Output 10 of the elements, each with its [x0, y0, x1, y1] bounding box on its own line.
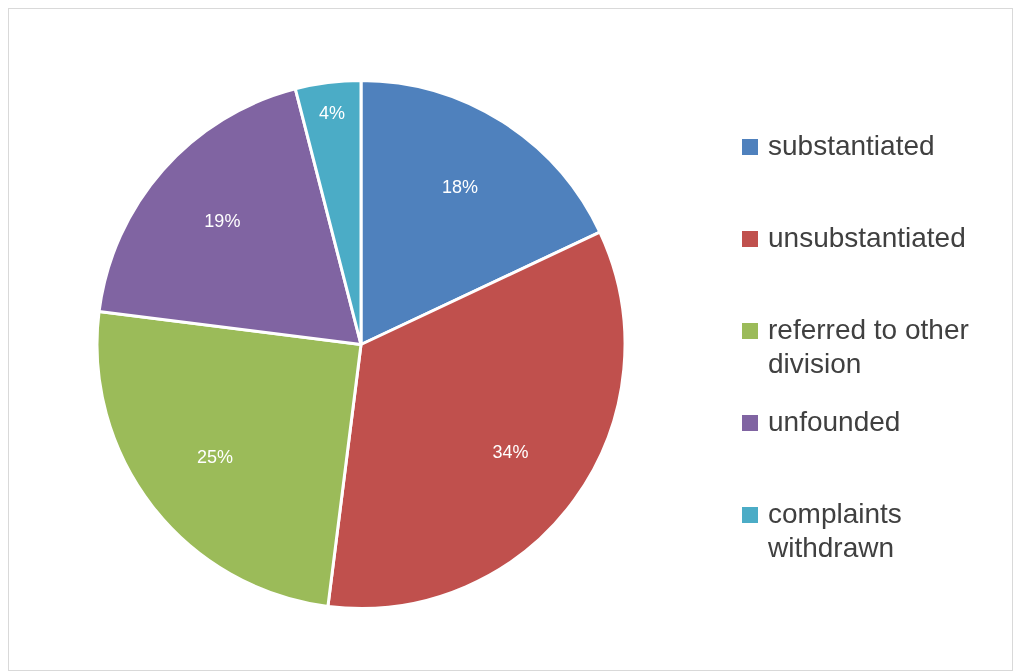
legend-label: referred to other division: [768, 313, 970, 381]
legend-label: substantiated: [768, 129, 935, 163]
legend-label: unfounded: [768, 405, 901, 439]
data-label: 4%: [318, 102, 345, 123]
data-label: 19%: [204, 211, 241, 232]
data-label: 18%: [442, 177, 479, 198]
legend-label: unsubstantiated: [768, 221, 966, 255]
data-label: 34%: [492, 442, 529, 463]
data-label: 25%: [196, 446, 233, 467]
legend-label: complaints withdrawn: [768, 497, 903, 565]
